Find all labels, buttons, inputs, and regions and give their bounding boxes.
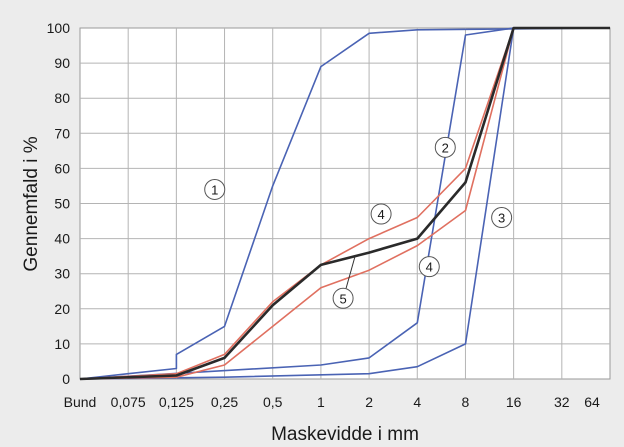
curve-annotations: 1 2 3 4 4 5: [204, 136, 513, 309]
curve-label-circle: [434, 136, 456, 158]
curve-label-4: 4: [418, 256, 440, 278]
curve-label-2: 2: [434, 136, 456, 158]
y-tick-label: 30: [54, 266, 70, 282]
y-tick-label: 80: [54, 90, 70, 106]
curve-label-circle: [418, 256, 440, 278]
x-tick-label: 8: [462, 394, 470, 410]
series-lines: [79, 26, 611, 381]
x-tick-label: 0,5: [263, 394, 283, 410]
series-line-5: [79, 26, 610, 381]
curve-label-5: 5: [332, 287, 354, 309]
curve-label-text: 1: [211, 182, 218, 197]
y-tick-label: 60: [54, 160, 70, 176]
x-tick-label: 0,25: [211, 394, 238, 410]
series-line-4: [79, 27, 610, 380]
x-tick-label: 16: [506, 394, 522, 410]
x-tick-label: 32: [554, 394, 570, 410]
curve-label-3: 3: [491, 207, 513, 229]
x-tick-label: 2: [365, 394, 373, 410]
y-tick-label: 90: [54, 55, 70, 71]
x-tick-label: 64: [584, 394, 600, 410]
y-tick-label: 40: [54, 231, 70, 247]
y-tick-label: 10: [54, 336, 70, 352]
y-tick-label: 50: [54, 196, 70, 212]
curve-label-5-leader: [345, 256, 356, 289]
y-tick-label: 0: [62, 371, 70, 387]
curve-label-text: 4: [426, 260, 433, 275]
curve-label-circle: [491, 207, 513, 229]
curve-label-circle: [370, 203, 392, 225]
curve-label-text: 5: [339, 291, 346, 306]
y-axis-title: Gennemfald i %: [21, 136, 42, 271]
x-tick-label: 0,125: [159, 394, 194, 410]
curve-label-1: 1: [204, 178, 226, 200]
curve-label-circle: [332, 287, 354, 309]
grid: [80, 28, 610, 379]
curve-label-text: 3: [498, 211, 505, 226]
x-axis-title: Maskevidde i mm: [271, 424, 419, 445]
y-tick-label: 100: [47, 20, 71, 36]
x-tick-label: 0,075: [111, 394, 146, 410]
y-tick-label: 20: [54, 301, 70, 317]
y-tick-labels: 0 10 20 30 40 50 60 70 80 90 100: [47, 20, 71, 387]
y-tick-label: 70: [54, 125, 70, 141]
x-tick-label: Bund: [64, 394, 97, 410]
x-tick-label: 1: [317, 394, 325, 410]
curve-label-circle: [204, 178, 226, 200]
x-tick-labels: Bund 0,075 0,125 0,25 0,5 1 2 4 8 16 32 64: [64, 394, 600, 410]
curve-label-text: 4: [377, 207, 384, 222]
series-line-1: [79, 27, 611, 380]
series-line-4: [79, 27, 610, 380]
x-tick-label: 4: [413, 394, 421, 410]
curve-label-text: 2: [442, 140, 449, 155]
curve-label-4: 4: [370, 203, 392, 225]
